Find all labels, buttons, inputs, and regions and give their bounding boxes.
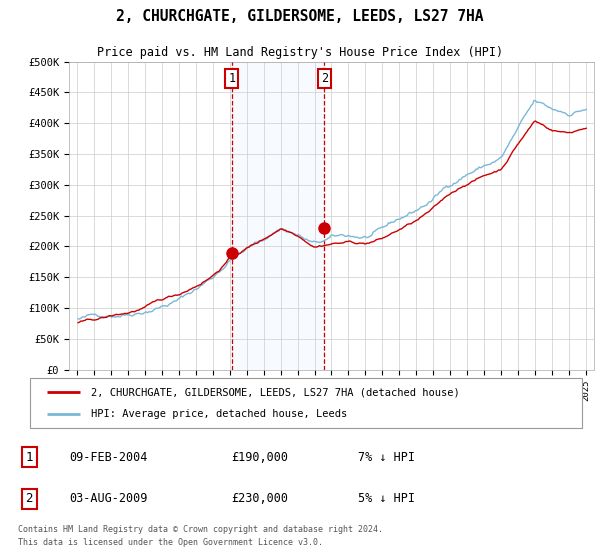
Text: £230,000: £230,000 [231, 492, 288, 505]
Text: HPI: Average price, detached house, Leeds: HPI: Average price, detached house, Leed… [91, 409, 347, 419]
Text: 1: 1 [229, 72, 235, 85]
Bar [580, 62, 588, 370]
Text: 2, CHURCHGATE, GILDERSOME, LEEDS, LS27 7HA (detached house): 2, CHURCHGATE, GILDERSOME, LEEDS, LS27 7… [91, 387, 460, 397]
Text: 03-AUG-2009: 03-AUG-2009 [70, 492, 148, 505]
Text: 5% ↓ HPI: 5% ↓ HPI [358, 492, 415, 505]
Text: Contains HM Land Registry data © Crown copyright and database right 2024.
This d: Contains HM Land Registry data © Crown c… [18, 525, 383, 547]
Text: 2, CHURCHGATE, GILDERSOME, LEEDS, LS27 7HA: 2, CHURCHGATE, GILDERSOME, LEEDS, LS27 7… [116, 10, 484, 24]
Text: 2: 2 [26, 492, 33, 505]
FancyBboxPatch shape [30, 378, 582, 428]
Text: 7% ↓ HPI: 7% ↓ HPI [358, 451, 415, 464]
Text: £190,000: £190,000 [231, 451, 288, 464]
Text: Price paid vs. HM Land Registry's House Price Index (HPI): Price paid vs. HM Land Registry's House … [97, 46, 503, 59]
Text: 2: 2 [321, 72, 328, 85]
Text: 1: 1 [26, 451, 33, 464]
Text: 09-FEB-2004: 09-FEB-2004 [70, 451, 148, 464]
Bar [232, 62, 325, 370]
